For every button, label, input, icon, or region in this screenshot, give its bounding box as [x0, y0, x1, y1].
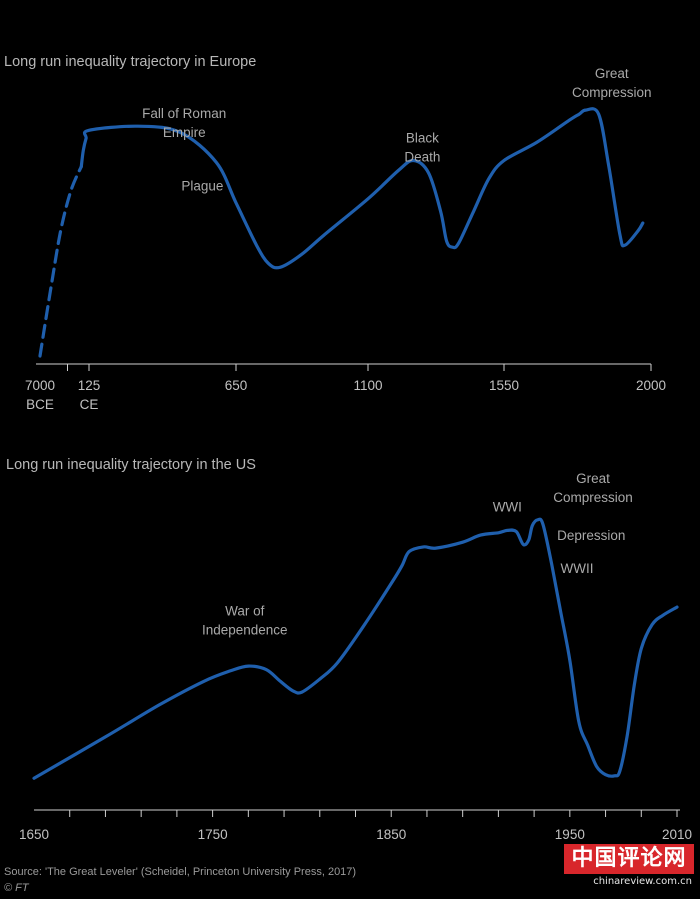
- annotation-label: Great Compression: [572, 66, 652, 100]
- watermark-logo: 中国评论网: [564, 844, 694, 874]
- us-chart: Long run inequality trajectory in the US…: [6, 457, 692, 842]
- x-tick-label: 1950: [555, 827, 585, 842]
- europe-chart: Long run inequality trajectory in Europe…: [4, 54, 666, 412]
- series-line: [32, 517, 679, 780]
- x-tick-label: 1100: [353, 378, 382, 393]
- annotation-label: Black Death: [404, 130, 440, 164]
- x-tick-label: 1650: [19, 827, 49, 842]
- x-tick-label: 2000: [636, 378, 666, 393]
- series-line: [38, 165, 83, 358]
- x-tick-label: 125 CE: [78, 378, 101, 412]
- annotation-label: WWI: [493, 500, 522, 515]
- annotation-label: Depression: [557, 528, 625, 543]
- x-tick-label: 1550: [489, 378, 519, 393]
- source-note: Source: 'The Great Leveler' (Scheidel, P…: [4, 866, 357, 878]
- x-tick-label: 650: [225, 378, 248, 393]
- chart-title: Long run inequality trajectory in the US: [6, 457, 256, 473]
- chart-title: Long run inequality trajectory in Europe: [4, 54, 256, 70]
- watermark-url: chinareview.com.cn: [593, 876, 692, 887]
- x-tick-label: 1850: [376, 827, 406, 842]
- annotation-label: Fall of Roman Empire: [142, 106, 226, 140]
- x-tick-label: 7000 BCE: [25, 378, 55, 412]
- series-line: [79, 107, 645, 270]
- x-tick-label: 2010: [662, 827, 692, 842]
- credit-note: © FT: [4, 882, 29, 894]
- annotation-label: WWII: [560, 561, 593, 576]
- annotation-label: Plague: [181, 179, 223, 194]
- annotation-label: Great Compression: [553, 471, 633, 505]
- annotation-label: War of Independence: [202, 603, 288, 637]
- x-tick-label: 1750: [198, 827, 228, 842]
